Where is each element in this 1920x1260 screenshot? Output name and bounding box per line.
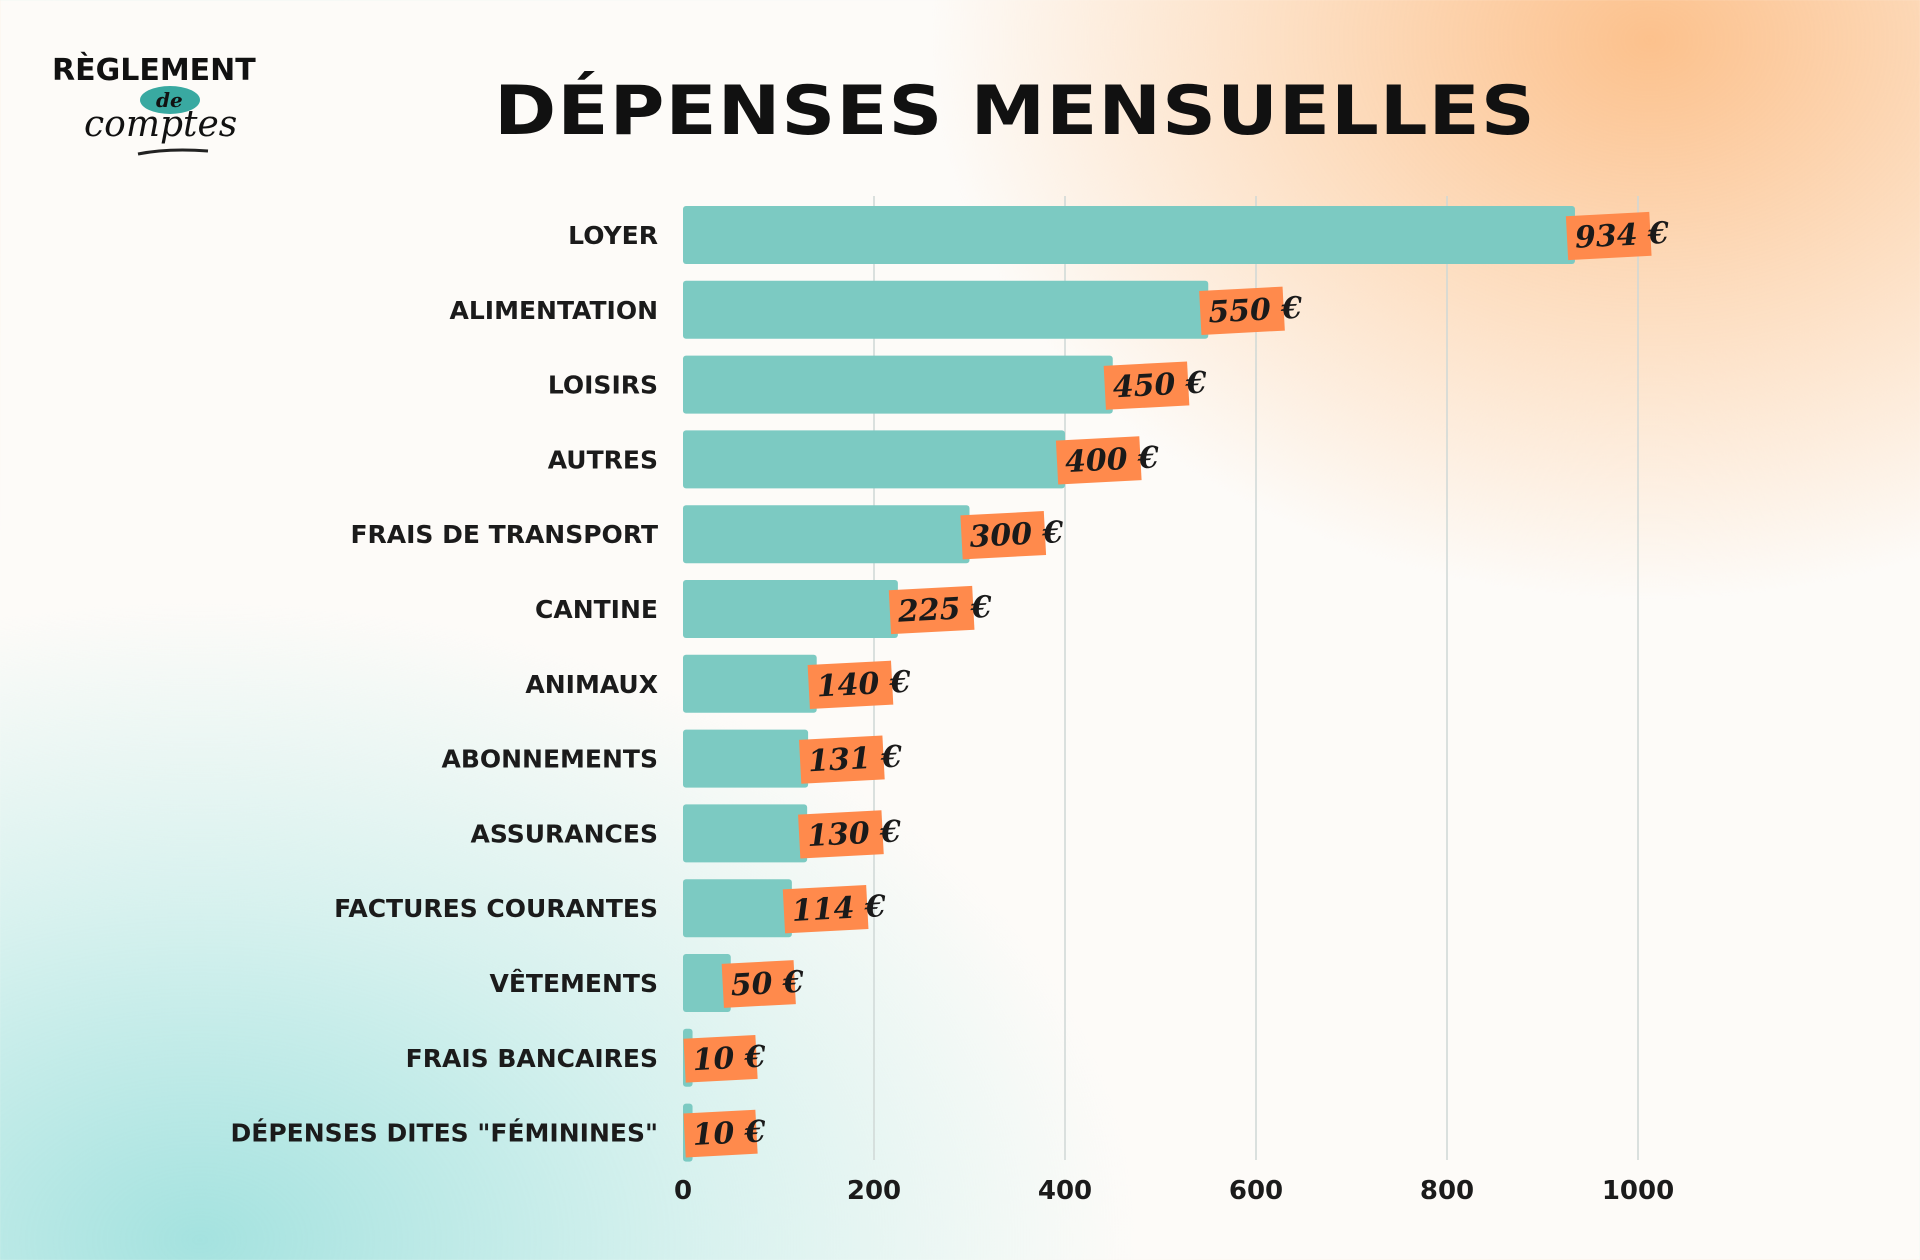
value-label: 550 € (1207, 291, 1303, 331)
logo-swoosh (137, 148, 209, 156)
x-tick-label: 400 (1038, 1176, 1092, 1206)
category-label: FACTURES COURANTES (334, 894, 658, 923)
value-label: 934 € (1574, 216, 1670, 256)
x-tick-label: 200 (847, 1176, 901, 1206)
category-label: CANTINE (535, 595, 658, 624)
bar (683, 804, 808, 863)
category-label: FRAIS DE TRANSPORT (350, 520, 658, 549)
value-tag: 131 € (799, 735, 903, 784)
value-label: 130 € (806, 814, 902, 854)
bar (683, 505, 970, 564)
category-label: ASSURANCES (471, 819, 659, 848)
grid-lines (873, 196, 1639, 1160)
bars (683, 206, 1575, 1162)
value-label: 140 € (816, 665, 912, 705)
category-label: VÊTEMENTS (490, 969, 659, 998)
category-label: ALIMENTATION (449, 296, 658, 325)
value-tag: 10 € (683, 1034, 767, 1083)
value-tag: 400 € (1055, 436, 1160, 485)
value-tag: 140 € (807, 660, 912, 709)
value-tag-bg (798, 810, 884, 859)
category-label: ANIMAUX (525, 670, 658, 699)
category-label: ABONNEMENTS (441, 745, 658, 774)
category-label: LOYER (568, 221, 658, 250)
value-tag: 550 € (1199, 286, 1303, 335)
value-tag: 50 € (721, 960, 805, 1008)
value-label: 450 € (1112, 365, 1208, 405)
value-label: 10 € (692, 1114, 767, 1153)
value-tag-bg (1103, 361, 1190, 410)
bar (683, 879, 792, 938)
value-tag: 450 € (1103, 361, 1208, 410)
value-tag-bg (807, 660, 894, 709)
value-label: 300 € (969, 515, 1065, 555)
bar (683, 654, 817, 713)
x-tick-label: 600 (1229, 1176, 1283, 1206)
x-axis-ticks: 0 200 400 600 800 1000 (674, 1176, 1674, 1206)
value-tag-bg (960, 511, 1047, 560)
bar (683, 729, 809, 788)
value-tag: 300 € (960, 511, 1065, 560)
value-tag: 130 € (798, 810, 902, 859)
logo-text-comptes: comptes (84, 104, 237, 145)
bar (683, 430, 1065, 489)
bar (683, 280, 1209, 339)
value-tag: 114 € (782, 885, 887, 934)
category-label: LOISIRS (548, 371, 658, 400)
bar (683, 206, 1575, 264)
category-labels: LOYER ALIMENTATION LOISIRS AUTRES FRAIS DE T… (231, 221, 658, 1148)
value-label: 225 € (896, 590, 993, 630)
bar (683, 580, 898, 638)
value-labels: 934 € 550 € 450 € 400 € 300 € 225 € 140 € 131 €… (683, 211, 1670, 1158)
value-label: 131 € (807, 739, 903, 779)
chart-title: DÉPENSES MENSUELLES (494, 72, 1536, 151)
value-tag: 934 € (1565, 211, 1670, 261)
value-label: 50 € (730, 965, 805, 1004)
category-label: FRAIS BANCAIRES (406, 1044, 658, 1073)
value-label: 400 € (1064, 440, 1160, 480)
value-label: 10 € (692, 1039, 767, 1078)
category-label: AUTRES (548, 445, 658, 474)
value-tag-bg (782, 885, 869, 934)
bar (683, 954, 731, 1012)
category-label: DÉPENSES DITES "FÉMININES" (231, 1119, 658, 1148)
value-tag-bg (888, 585, 975, 635)
x-tick-label: 1000 (1602, 1176, 1674, 1206)
x-tick-label: 0 (674, 1176, 692, 1206)
value-tag-bg (1565, 211, 1652, 261)
value-tag: 225 € (888, 585, 993, 635)
logo-text-reglement: RÈGLEMENT (52, 52, 256, 88)
value-tag: 10 € (683, 1109, 767, 1158)
value-tag-bg (1055, 436, 1142, 485)
logo-badge (140, 86, 200, 114)
value-tag-bg (721, 960, 796, 1008)
bar (683, 355, 1113, 414)
logo: RÈGLEMENT de comptes (52, 52, 256, 156)
value-label: 114 € (791, 889, 887, 929)
x-tick-label: 800 (1420, 1176, 1474, 1206)
value-tag-bg (799, 735, 885, 784)
logo-text-de: de (156, 88, 183, 112)
value-tag-bg (683, 1109, 758, 1158)
value-tag-bg (683, 1034, 758, 1083)
value-tag-bg (1199, 286, 1285, 335)
